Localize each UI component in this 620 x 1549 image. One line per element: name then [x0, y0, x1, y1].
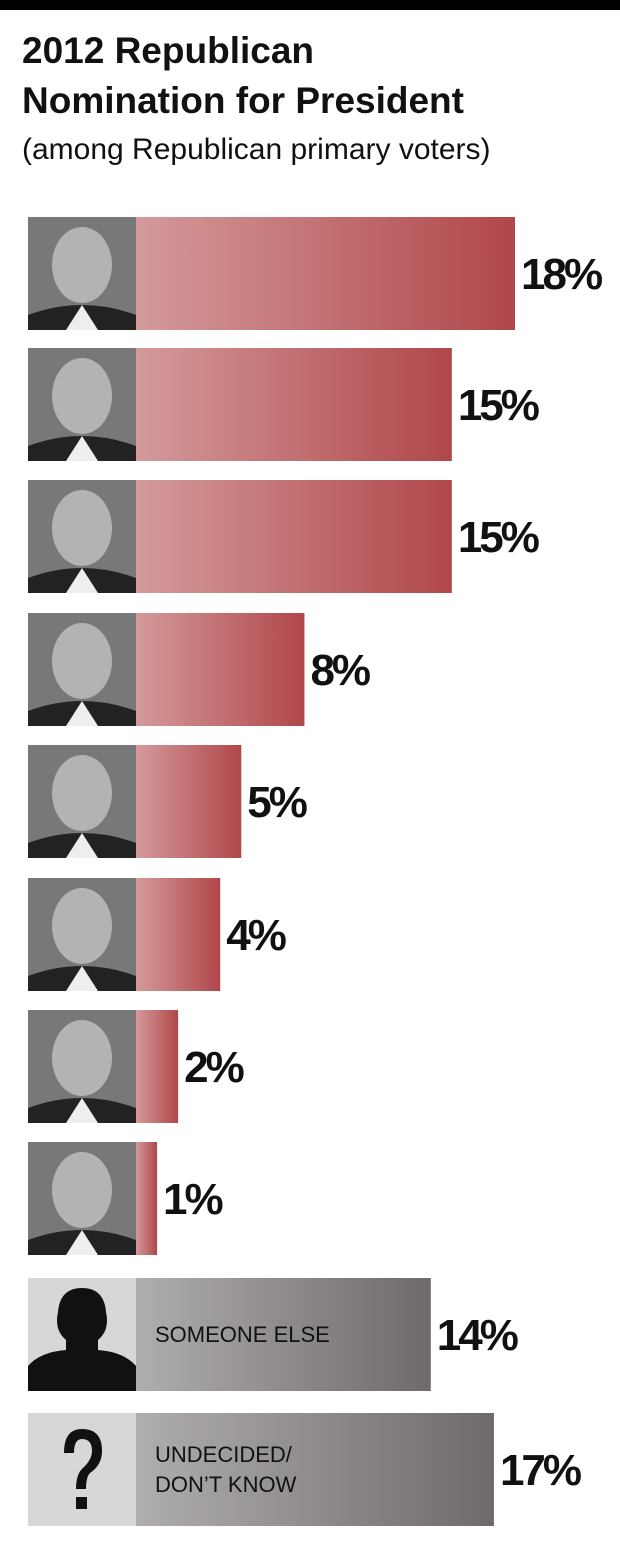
portrait-collar	[66, 833, 98, 858]
chart-title: 2012 Republican Nomination for President	[22, 30, 464, 121]
bar	[136, 613, 305, 726]
portrait-head	[52, 227, 112, 303]
portrait-collar	[66, 701, 98, 726]
portrait-head	[52, 623, 112, 699]
bar	[136, 348, 452, 461]
portrait-head	[52, 1020, 112, 1096]
value-label: 4%	[226, 911, 285, 960]
bar	[136, 1413, 494, 1526]
portrait-collar	[66, 305, 98, 330]
silhouette	[28, 1288, 136, 1391]
value-label: 5%	[247, 778, 306, 827]
top-rule	[0, 0, 620, 10]
portrait-collar	[66, 966, 98, 991]
value-label: 17%	[500, 1446, 581, 1495]
portrait-collar	[66, 436, 98, 461]
category-label: SOMEONE ELSE	[155, 1321, 330, 1347]
portrait-collar	[66, 1098, 98, 1123]
portrait-collar	[66, 1230, 98, 1255]
portrait-head	[52, 358, 112, 434]
bar	[136, 1010, 179, 1123]
category-label: UNDECIDED/ DON’T KNOW	[155, 1441, 297, 1497]
portrait-head	[52, 490, 112, 566]
bar	[136, 480, 452, 593]
value-label: 18%	[521, 250, 602, 299]
value-label: 15%	[458, 381, 539, 430]
bar	[136, 217, 515, 330]
bar	[136, 878, 221, 991]
bar	[136, 745, 242, 858]
portrait-head	[52, 1152, 112, 1228]
portrait-head	[52, 755, 112, 831]
value-label: 8%	[310, 646, 369, 695]
bar	[136, 1278, 431, 1391]
chart-subtitle: (among Republican primary voters)	[22, 133, 491, 166]
portrait-head	[52, 888, 112, 964]
value-label: 14%	[437, 1311, 518, 1360]
value-label: 1%	[163, 1175, 222, 1224]
bar	[136, 1142, 158, 1255]
question-icon	[64, 1429, 102, 1509]
value-label: 2%	[184, 1043, 243, 1092]
portrait-collar	[66, 568, 98, 593]
value-label: 15%	[458, 513, 539, 562]
